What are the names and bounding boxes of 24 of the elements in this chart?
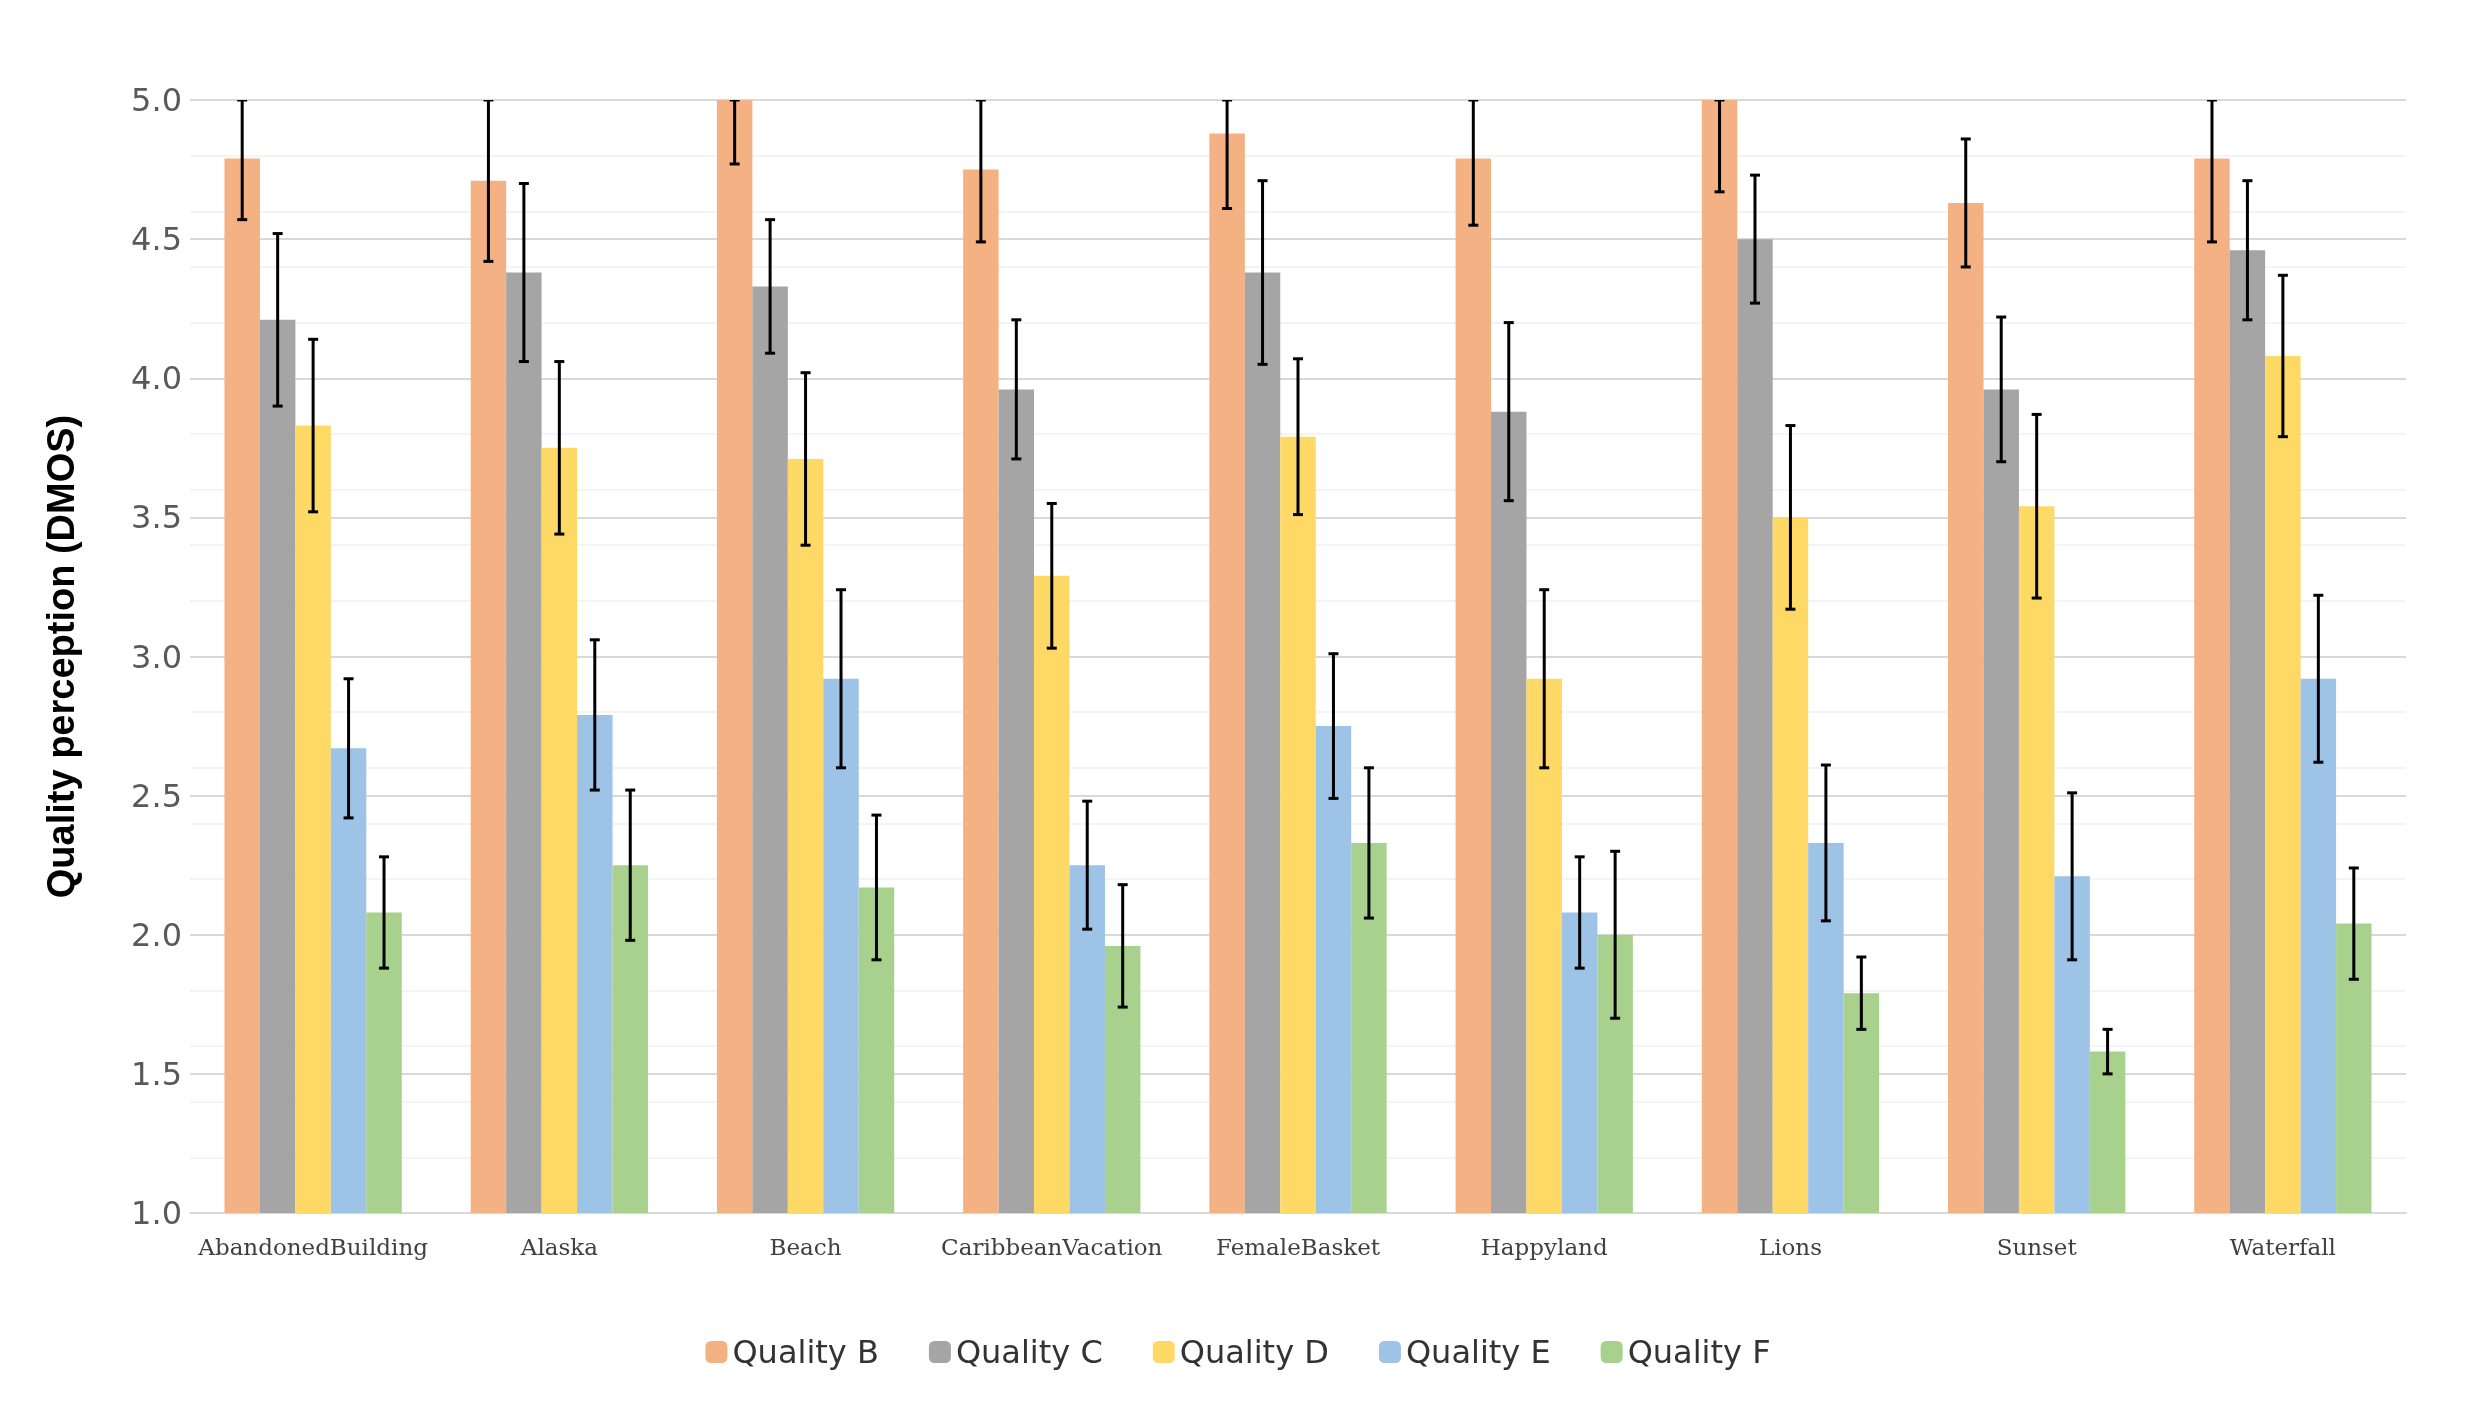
y-tick-label: 3.0 bbox=[131, 637, 182, 676]
y-tick-label: 3.5 bbox=[131, 498, 182, 537]
x-tick-label: Alaska bbox=[519, 1233, 599, 1260]
x-tick-label: Beach bbox=[769, 1233, 842, 1260]
y-tick-label: 4.5 bbox=[131, 220, 182, 259]
legend-label: Quality C bbox=[955, 1333, 1103, 1371]
x-tick-label: CaribbeanVacation bbox=[941, 1233, 1163, 1260]
y-tick-label: 5.0 bbox=[131, 81, 182, 119]
legend-label: Quality E bbox=[1405, 1333, 1551, 1371]
x-tick-label: FemaleBasket bbox=[1215, 1233, 1381, 1260]
legend-label: Quality B bbox=[732, 1333, 879, 1371]
x-tick-label: AbandonedBuilding bbox=[197, 1233, 429, 1260]
y-tick-label: 4.0 bbox=[131, 359, 182, 398]
y-tick-label: 2.0 bbox=[131, 915, 182, 954]
y-axis-title: Quality perception (DMOS) bbox=[40, 414, 82, 899]
x-tick-label: Sunset bbox=[1996, 1233, 2078, 1260]
y-tick-label: 1.5 bbox=[131, 1054, 182, 1093]
x-tick-label: Happyland bbox=[1480, 1233, 1608, 1260]
x-tick-label: Lions bbox=[1758, 1233, 1822, 1260]
y-tick-label: 2.5 bbox=[131, 776, 182, 815]
x-tick-label: Waterfall bbox=[2229, 1233, 2336, 1260]
legend-label: Quality F bbox=[1627, 1333, 1771, 1371]
y-tick-label: 1.0 bbox=[131, 1194, 182, 1232]
legend-label: Quality D bbox=[1179, 1333, 1329, 1371]
